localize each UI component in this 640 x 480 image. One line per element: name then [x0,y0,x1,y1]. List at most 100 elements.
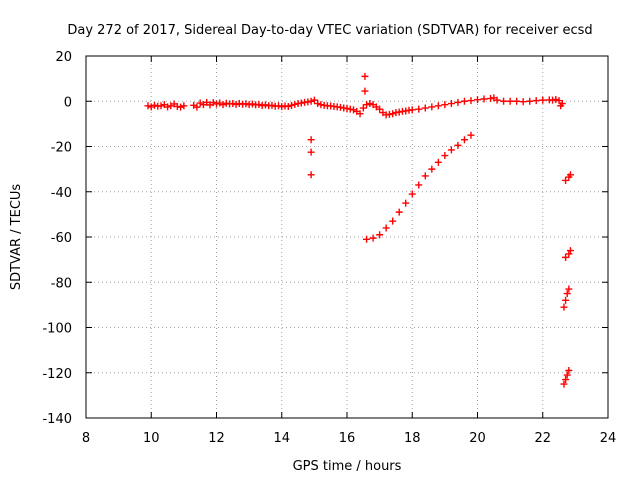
data-point [209,99,217,107]
y-tick-label: 20 [55,50,72,65]
data-point [565,285,573,293]
y-tick-label: -60 [51,231,72,246]
y-tick-label: -20 [51,141,72,156]
x-tick-label: 24 [600,431,617,446]
x-axis-label: GPS time / hours [293,459,402,474]
data-point [519,98,527,106]
data-point [526,97,534,105]
data-point [382,224,390,232]
data-point [560,380,568,388]
data-point [350,106,358,114]
data-point [369,234,377,242]
data-point [428,165,436,173]
data-point [434,102,442,110]
data-point [562,376,570,384]
data-point [291,100,299,108]
data-point [441,152,449,160]
data-point [144,102,152,110]
series-baseline [144,94,566,119]
data-point [500,97,508,105]
data-point [268,101,276,109]
data-point [307,148,315,156]
chart-title: Day 272 of 2017, Sidereal Day-to-day VTE… [67,23,592,38]
data-point [447,146,455,154]
data-point [506,97,514,105]
data-point [213,100,220,108]
data-point [363,101,371,109]
data-point [255,100,263,108]
data-point [363,235,371,243]
x-tick-label: 16 [339,431,356,446]
data-point [493,96,501,104]
data-point [421,172,429,180]
data-point [408,106,416,114]
data-point [356,110,364,118]
axis-ticks [85,55,609,419]
data-point [359,104,367,112]
x-tick-label: 14 [273,431,290,446]
y-tick-label: -40 [51,186,72,201]
y-tick-label: -80 [51,276,72,291]
series-outliers [307,72,369,179]
data-point [565,366,573,374]
x-tick-label: 8 [82,431,90,446]
y-tick-label: -140 [42,412,72,427]
data-point [219,101,227,109]
data-point [232,100,240,108]
data-point [513,97,521,105]
data-point [361,72,369,80]
data-point [467,131,475,139]
data-point [361,87,369,95]
data-point [539,96,547,104]
data-point [480,95,488,103]
data-point [402,199,410,207]
x-tick-label: 20 [469,431,486,446]
data-point [532,97,540,105]
y-tick-label: -100 [42,322,72,337]
data-point [147,103,155,111]
series-ramp [363,131,475,243]
series-late-segments [560,171,574,388]
data-point [428,103,436,111]
data-point [560,303,568,311]
data-point [229,100,237,108]
data-point [376,231,384,239]
data-point [408,190,416,198]
data-point [562,253,570,261]
data-point [164,103,172,111]
data-point [460,97,468,105]
data-point [193,103,201,111]
x-tick-label: 18 [404,431,421,446]
data-point [177,103,185,111]
data-point [314,100,322,108]
data-point [307,171,315,179]
data-point [563,371,571,379]
data-points [144,72,574,388]
data-point [566,247,574,255]
data-point [274,102,282,110]
data-point [552,95,560,103]
data-point [415,105,423,113]
data-point [180,102,188,110]
data-point [558,100,566,108]
data-point [460,136,468,144]
data-point [288,101,296,109]
data-point [216,99,224,107]
x-tick-label: 22 [534,431,551,446]
data-point [454,98,462,106]
data-point [441,101,449,109]
data-point [454,141,462,149]
y-tick-label: -120 [42,367,72,382]
data-point [395,208,403,216]
data-point [563,290,571,298]
data-point [310,96,318,104]
data-point [389,217,397,225]
data-point [248,100,256,108]
data-point [157,102,165,110]
data-point [474,96,481,104]
data-point [389,110,397,118]
data-point [376,105,384,113]
grid-lines [86,56,608,418]
data-point [421,104,429,112]
data-point [447,100,455,108]
